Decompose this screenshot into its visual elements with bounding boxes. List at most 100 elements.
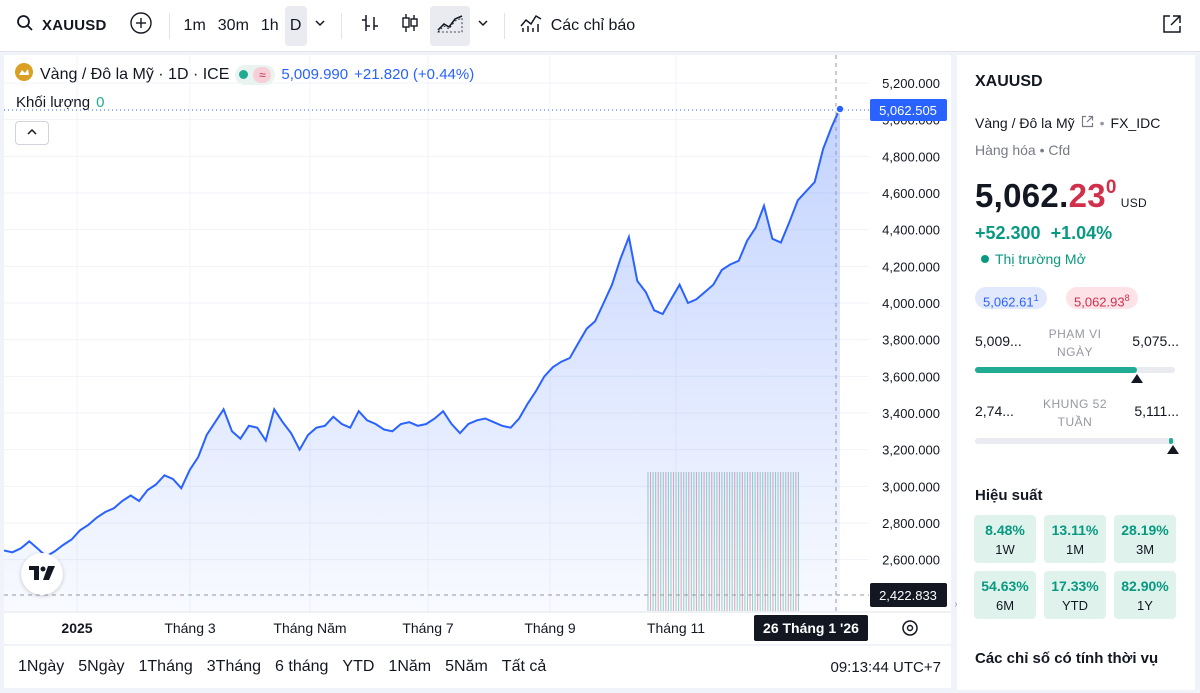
perf-1w[interactable]: 8.48% 1W bbox=[974, 515, 1036, 563]
chart-legend: Vàng / Đô la Mỹ · 1D · ICE ≈ 5,009.990 +… bbox=[14, 62, 474, 87]
tradingview-logo-icon bbox=[29, 565, 55, 584]
add-circle-icon bbox=[129, 11, 153, 40]
range-1y[interactable]: 1Năm bbox=[388, 658, 432, 675]
indicators-label: Các chỉ báo bbox=[550, 16, 636, 34]
range-1d[interactable]: 1Ngày bbox=[18, 658, 65, 675]
time-axis-label: Tháng 7 bbox=[402, 620, 454, 636]
week52-range-high: 5,111... bbox=[1134, 403, 1179, 419]
volume-value: 0 bbox=[96, 94, 105, 111]
interval-1h[interactable]: 1h bbox=[260, 16, 279, 34]
performance-title[interactable]: Hiệu suất bbox=[975, 487, 1043, 504]
gold-coin-icon bbox=[14, 62, 34, 87]
bar-chart-button[interactable] bbox=[350, 6, 390, 46]
volume-legend: Khối lượng 0 bbox=[16, 94, 104, 111]
range-all[interactable]: Tất cả bbox=[501, 658, 547, 675]
area-chart-button[interactable] bbox=[429, 5, 470, 46]
price-axis-tick: 3,800.000 bbox=[882, 333, 940, 348]
perf-label: YTD bbox=[1062, 597, 1088, 613]
clock-time[interactable]: 09:13:44 UTC+7 bbox=[830, 658, 942, 676]
interval-1m[interactable]: 1m bbox=[183, 16, 206, 34]
chart-settings-button[interactable] bbox=[902, 620, 918, 636]
perf-1m[interactable]: 13.11% 1M bbox=[1044, 515, 1106, 563]
seasonals-title[interactable]: Các chỉ số có tính thời vụ bbox=[975, 650, 1159, 667]
time-axis-label: Tháng 9 bbox=[524, 620, 576, 636]
price-area bbox=[4, 108, 840, 613]
perf-label: 3M bbox=[1135, 541, 1155, 557]
candlestick-icon bbox=[399, 12, 421, 39]
chart-type-dropdown[interactable] bbox=[470, 6, 496, 46]
top-toolbar: XAUUSD 1m 30m 1h D bbox=[0, 0, 1200, 52]
change-pct: +1.04% bbox=[1050, 223, 1113, 243]
candles-button[interactable] bbox=[390, 6, 430, 46]
time-axis-label: Tháng 11 bbox=[647, 620, 705, 636]
legend-change: +21.820 (+0.44%) bbox=[354, 66, 475, 83]
perf-1y[interactable]: 82.90% 1Y bbox=[1114, 571, 1176, 619]
perf-value: 17.33% bbox=[1051, 577, 1099, 594]
market-status[interactable]: Thị trường Mở bbox=[981, 251, 1086, 267]
price-axis-tick: 3,000.000 bbox=[882, 479, 940, 494]
chevron-down-icon bbox=[313, 16, 327, 35]
chart-pane[interactable]: 5,200.0005,000.0004,800.0004,600.0004,40… bbox=[4, 55, 951, 644]
approx-icon: ≈ bbox=[253, 66, 272, 83]
bid-price: 5,062.611 bbox=[975, 287, 1047, 309]
ask-sup: 8 bbox=[1124, 293, 1130, 303]
day-range-high: 5,075... bbox=[1132, 333, 1179, 349]
range-5d[interactable]: 5Ngày bbox=[78, 658, 125, 675]
market-status-pill[interactable]: ≈ bbox=[235, 64, 276, 85]
compare-button[interactable] bbox=[121, 6, 161, 46]
popout-button[interactable] bbox=[1152, 6, 1192, 46]
price-axis-tick: 4,800.000 bbox=[882, 149, 940, 164]
perf-value: 82.90% bbox=[1121, 577, 1169, 594]
range-5y[interactable]: 5Năm bbox=[445, 658, 488, 675]
toolbar-divider bbox=[340, 12, 342, 39]
perf-3m[interactable]: 28.19% 3M bbox=[1114, 515, 1176, 563]
details-description[interactable]: Vàng / Đô la Mỹ bbox=[975, 115, 1075, 131]
price-axis-tick: 4,000.000 bbox=[882, 296, 940, 311]
interval-d[interactable]: D bbox=[284, 5, 307, 46]
toolbar-divider bbox=[168, 12, 170, 39]
chevron-down-icon bbox=[476, 16, 490, 35]
range-ytd[interactable]: YTD bbox=[342, 658, 375, 675]
details-symbol[interactable]: XAUUSD bbox=[975, 73, 1043, 90]
range-3m[interactable]: 3Tháng bbox=[206, 658, 262, 675]
symbol-search[interactable]: XAUUSD bbox=[0, 0, 121, 51]
price-axis-tick: 2,600.000 bbox=[882, 553, 940, 568]
week52-range-marker bbox=[1167, 445, 1179, 454]
perf-6m[interactable]: 54.63% 6M bbox=[974, 571, 1036, 619]
price-axis-tick: 4,400.000 bbox=[882, 223, 940, 238]
details-exchange[interactable]: FX_IDC bbox=[1110, 115, 1161, 131]
last-price-dot bbox=[835, 104, 845, 114]
legend-title: Vàng / Đô la Mỹ · 1D · ICE bbox=[40, 65, 230, 83]
ask-value: 5,062.93 bbox=[1074, 294, 1125, 310]
tradingview-logo[interactable] bbox=[21, 553, 63, 595]
week52-range-label-1: KHUNG 52 bbox=[1042, 397, 1108, 411]
price-chart[interactable]: 5,200.0005,000.0004,800.0004,600.0004,40… bbox=[4, 55, 951, 644]
interval-30m[interactable]: 30m bbox=[217, 16, 249, 34]
week52-range-label-2: TUẦN bbox=[1057, 415, 1093, 429]
indicators-icon bbox=[519, 12, 543, 39]
week52-range: 2,74... KHUNG 52 TUẦN 5,111... bbox=[975, 395, 1179, 435]
toolbar-divider bbox=[503, 12, 505, 39]
perf-ytd[interactable]: 17.33% YTD bbox=[1044, 571, 1106, 619]
details-type: Cfd bbox=[1048, 142, 1071, 158]
collapse-legend-button[interactable] bbox=[15, 121, 49, 145]
chevron-up-icon bbox=[26, 124, 38, 142]
range-1m[interactable]: 1Tháng bbox=[138, 658, 193, 675]
market-status-text: Thị trường Mở bbox=[995, 251, 1086, 267]
crosshair-price-badge bbox=[870, 583, 947, 607]
range-6m[interactable]: 6 tháng bbox=[275, 658, 329, 675]
external-link-icon[interactable] bbox=[1081, 115, 1094, 131]
crosshair-price-label: 2,422.833 bbox=[879, 588, 937, 603]
bid-value: 5,062.61 bbox=[983, 294, 1034, 310]
price-axis-tick: 2,800.000 bbox=[882, 516, 940, 531]
indicators-button[interactable]: Các chỉ báo bbox=[513, 12, 642, 39]
side-panel-handle[interactable]: › bbox=[951, 590, 961, 618]
day-range-track bbox=[975, 367, 1175, 383]
price-sup-digit: 0 bbox=[1105, 177, 1117, 198]
last-price-label: 5,062.505 bbox=[879, 103, 937, 118]
interval-dropdown[interactable] bbox=[307, 6, 333, 46]
perf-value: 8.48% bbox=[985, 521, 1025, 538]
price-axis-tick: 4,200.000 bbox=[882, 259, 940, 274]
day-range-low: 5,009... bbox=[975, 333, 1022, 349]
ohlc-bars-icon bbox=[359, 12, 381, 39]
